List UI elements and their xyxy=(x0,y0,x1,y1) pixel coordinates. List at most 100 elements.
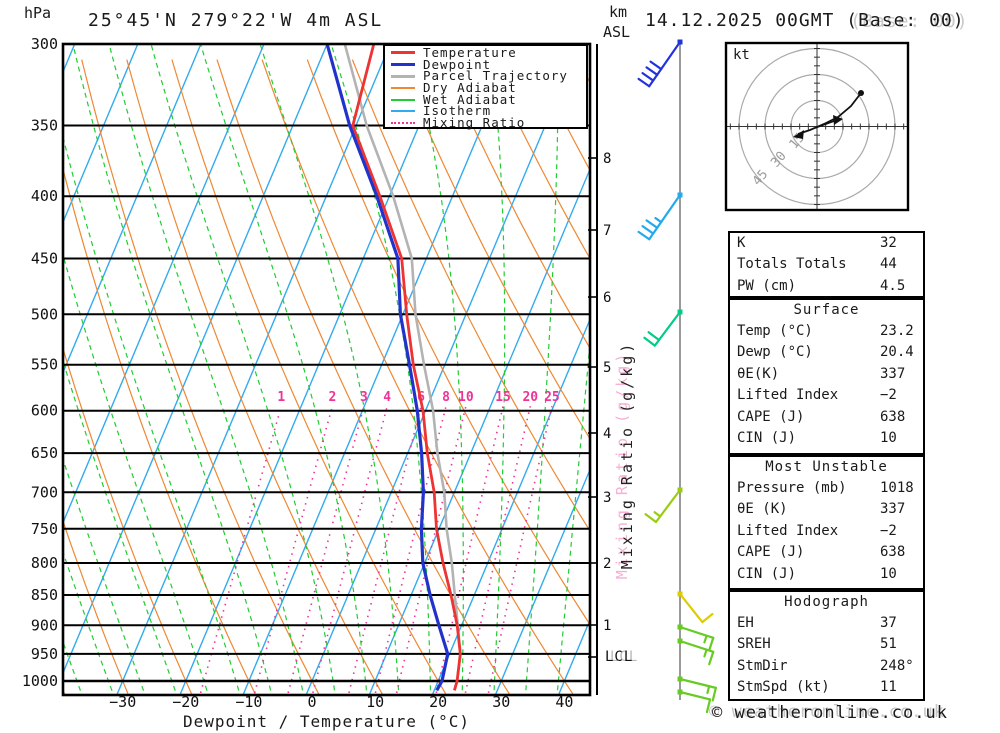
wind-barb-level-dot xyxy=(677,638,683,644)
indices-row-value: 11 xyxy=(880,679,897,696)
isotherm-line xyxy=(116,44,391,695)
legend-item: Isotherm xyxy=(385,105,586,117)
indices-row-value: 10 xyxy=(880,429,897,446)
isotherm-line xyxy=(368,167,590,695)
wind-barb-shaft xyxy=(648,193,682,241)
isotherm-line xyxy=(0,44,12,695)
indices-row-label: CAPE (J) xyxy=(737,544,805,561)
wind-barb-full-tick xyxy=(641,72,655,82)
wind-barb-full-tick xyxy=(711,686,717,702)
wind-barb-half-tick xyxy=(706,685,711,695)
dry-adiabat-line xyxy=(396,59,590,440)
indices-row-label: Dewp (°C) xyxy=(737,344,813,361)
temperature-tick-label: −30 xyxy=(109,693,136,711)
mixing-ratio-axis-label: Mixing Ratio (g/kg) xyxy=(618,340,636,570)
legend-item-label: Parcel Trajectory xyxy=(423,68,568,84)
hodograph-trace-endpoint xyxy=(858,90,864,96)
indices-row-value: 23.2 xyxy=(880,323,914,339)
dry-adiabat-line xyxy=(63,519,130,695)
indices-row-label: CIN (J) xyxy=(737,429,797,446)
dry-adiabat-line xyxy=(63,346,193,695)
wind-barb-level-dot xyxy=(677,192,683,198)
mixing-ratio-value-label: 10 xyxy=(458,390,474,405)
mixing-ratio-line xyxy=(347,406,422,695)
indices-row: EH 37 xyxy=(730,613,923,634)
dry-adiabat-line xyxy=(81,59,320,695)
pressure-unit-label: hPa xyxy=(24,4,52,22)
mixing-ratio-line xyxy=(464,406,532,695)
wet-adiabat-line xyxy=(524,44,560,695)
x-axis-title: Dewpoint / Temperature (°C) xyxy=(182,712,471,731)
dry-adiabat-line xyxy=(351,59,590,533)
mixing-ratio-line xyxy=(199,406,283,695)
wet-adiabat-line xyxy=(150,44,336,695)
wet-adiabat-line xyxy=(63,358,178,695)
wind-barb-full-tick xyxy=(649,60,663,71)
wet-adiabat-line xyxy=(0,43,20,699)
run-datetime: 14.12.2025 00GMT (Base: 00) xyxy=(645,10,965,31)
wind-barb xyxy=(637,192,683,241)
km-axis-unit: km xyxy=(609,3,628,21)
indices-row-label: θE (K) xyxy=(737,501,788,518)
wind-barb xyxy=(643,309,683,347)
wet-adiabat-line xyxy=(556,337,590,695)
temperature-tick-label: 40 xyxy=(555,693,573,711)
indices-row: Dewp (°C) 20.4 xyxy=(730,342,923,363)
indices-row: Pressure (mb) 1018 xyxy=(730,478,923,499)
wind-barb-level-dot xyxy=(677,689,683,695)
indices-row-value: 32 xyxy=(880,235,897,251)
legend-solid-swatch-icon xyxy=(391,51,415,55)
wind-barb-shaft xyxy=(678,677,717,689)
wind-barb-full-tick xyxy=(701,612,714,624)
mixing-ratio-line xyxy=(253,406,334,695)
temperature-tick-label: 30 xyxy=(492,693,510,711)
indices-row: Lifted Index −2 xyxy=(730,521,923,542)
indices-row-value: −2 xyxy=(880,522,897,539)
indices-row-label: Pressure (mb) xyxy=(737,480,847,496)
credit-watermark: © weatheronline.co.uk xyxy=(712,703,948,723)
plot-frame xyxy=(61,42,592,697)
pressure-tick-label: 700 xyxy=(31,483,58,501)
indices-row-value: 51 xyxy=(880,636,897,653)
wind-barb xyxy=(637,39,683,88)
legend-item: Dewpoint xyxy=(385,58,586,71)
indices-row: CAPE (J) 638 xyxy=(730,542,923,563)
wind-barb-half-tick xyxy=(703,634,708,644)
legend-item-label: Dry Adiabat xyxy=(423,80,517,96)
km-tick-label: 1 xyxy=(603,618,611,634)
pressure-tick-label: 600 xyxy=(31,402,58,420)
indices-row-value: 337 xyxy=(880,365,906,382)
mixing-ratio-value-label: 25 xyxy=(544,390,560,405)
indices-row-value: 10 xyxy=(880,565,897,582)
indices-row-label: SREH xyxy=(737,636,771,653)
asl-axis-unit: ASL xyxy=(603,23,631,41)
wind-barb-full-tick xyxy=(645,66,659,76)
pressure-tick-label: 550 xyxy=(31,356,58,374)
indices-row: CAPE (J) 638 xyxy=(730,407,923,428)
legend-item-label: Mixing Ratio xyxy=(423,115,526,131)
wind-barb-full-tick xyxy=(641,225,655,235)
indices-section-title: Most Unstable xyxy=(765,459,888,475)
indices-row: CIN (J) 10 xyxy=(730,428,923,449)
mixing-ratio-line xyxy=(395,406,467,695)
skewt-background: 1 2 3 4 6 8 10 15 20 25 xyxy=(0,43,590,700)
indices-section: Surface Temp (°C) 23.2 Dewp (°C) 20.4 θE(K) 33… xyxy=(728,298,925,455)
isotherm-line xyxy=(431,317,590,695)
wind-barb-half-tick xyxy=(653,511,662,518)
indices-section-title: Surface xyxy=(793,302,860,318)
wet-adiabat-line xyxy=(72,44,273,695)
dry-adiabat-line xyxy=(0,60,3,700)
hodograph-trace xyxy=(797,92,862,135)
dry-adiabat-line xyxy=(216,59,511,695)
km-tick-label: 3 xyxy=(603,490,611,506)
temperature-tick-label: −20 xyxy=(172,693,199,711)
mixing-ratio-line xyxy=(374,406,447,695)
isotherm-line xyxy=(494,467,590,695)
indices-section: Hodograph EH 37 SREH 51 StmDir 248° StmSpd (kt)… xyxy=(728,590,925,701)
wind-barb-full-tick xyxy=(644,513,658,524)
legend-item: Mixing Ratio xyxy=(385,117,586,129)
wind-barb-full-tick xyxy=(705,698,712,714)
chart-legend: Temperature Dewpoint Parcel Trajectory Dry … xyxy=(383,44,588,129)
hodograph-ring-label: 15 xyxy=(787,130,809,152)
